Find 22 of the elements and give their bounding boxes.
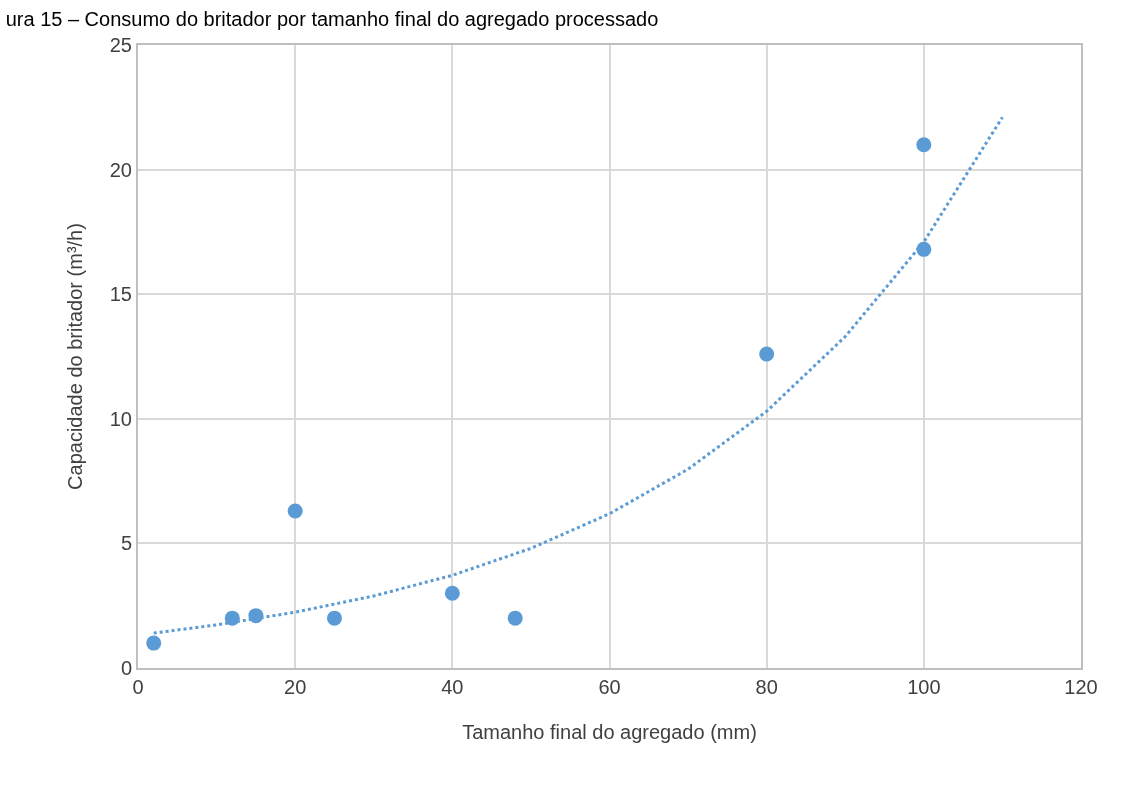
x-tick-label: 60: [598, 676, 621, 698]
y-tick-label: 5: [120, 532, 132, 555]
chart-title: ura 15 – Consumo do britador por tamanho final do agregado processado: [5, 7, 659, 30]
point: [326, 610, 342, 626]
x-axis-title: Tamanho final do agregado (mm): [462, 721, 757, 743]
x-tick-label: 80: [755, 676, 778, 698]
y-tick-label: 25: [109, 34, 132, 56]
point: [759, 346, 775, 362]
point: [916, 137, 932, 153]
y-tick-label: 20: [109, 158, 132, 181]
y-tick-label: 10: [109, 407, 132, 430]
point: [146, 635, 162, 651]
y-tick-label: 15: [109, 283, 132, 306]
x-tick-label: 40: [441, 676, 464, 698]
point: [444, 585, 460, 601]
y-axis-title: Capacidade do britador (m³/h): [63, 223, 86, 490]
point: [287, 503, 303, 519]
x-tick-label: 100: [907, 676, 941, 698]
y-tick-label: 0: [120, 657, 132, 679]
point: [507, 610, 523, 626]
x-tick-label: 120: [1064, 676, 1098, 698]
x-tick-label: 20: [284, 676, 307, 698]
